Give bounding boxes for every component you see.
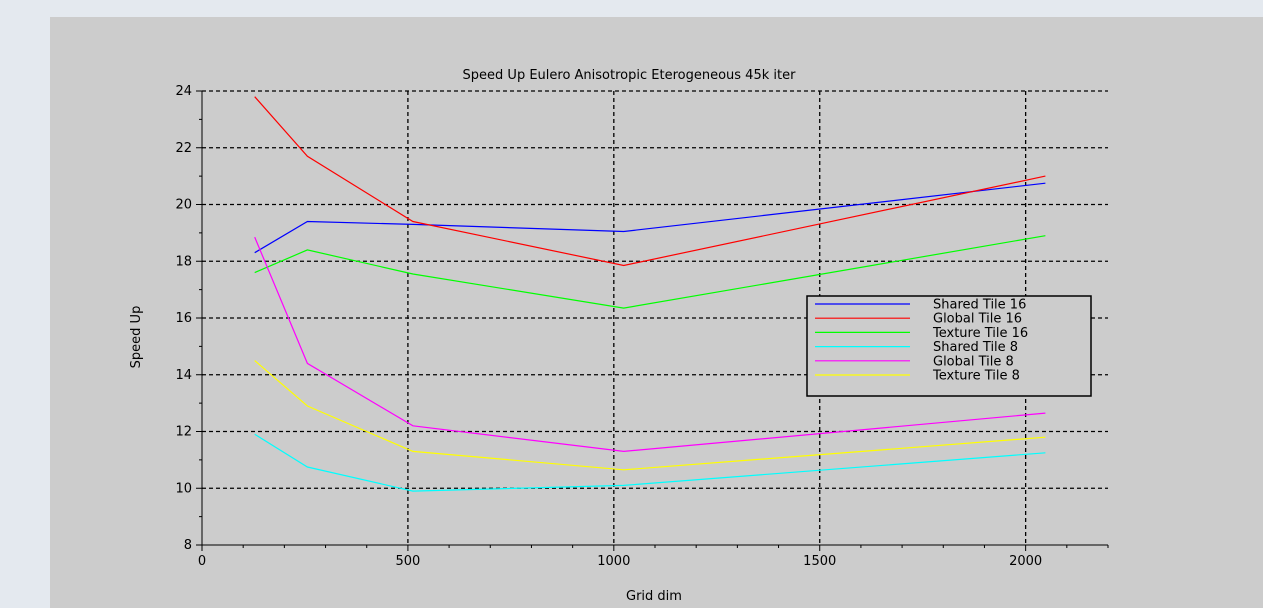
x-tick-label: 2000 <box>1009 554 1042 569</box>
legend-entry-label: Global Tile 8 <box>933 354 1014 369</box>
y-axis-label: Speed Up <box>129 306 144 369</box>
series-line-global-tile-8 <box>254 236 1046 453</box>
y-tick-label: 8 <box>184 538 192 553</box>
legend-entry-label: Global Tile 16 <box>933 312 1022 327</box>
y-tick-label: 24 <box>175 84 192 99</box>
series-line-shared-tile-16 <box>254 182 1046 254</box>
y-tick-label: 14 <box>175 368 192 383</box>
line-chart: Speed Up Eulero Anisotropic Eterogeneous… <box>129 68 1109 604</box>
tick-labels: 8 10 12 14 16 18 20 22 24 0 500 1000 1500 2000 <box>175 84 1042 569</box>
x-tick-label: 1000 <box>597 554 630 569</box>
grid-lines <box>202 90 1108 545</box>
y-tick-label: 16 <box>175 311 192 326</box>
x-tick-label: 0 <box>198 554 206 569</box>
series-line-global-tile-16 <box>254 96 1046 267</box>
legend-entry-label: Texture Tile 16 <box>932 326 1028 341</box>
axes <box>196 90 1109 551</box>
x-axis-label: Grid dim <box>626 589 682 604</box>
y-tick-label: 10 <box>175 481 192 496</box>
y-tick-label: 12 <box>175 425 192 440</box>
series-line-texture-tile-16 <box>254 235 1046 309</box>
chart-figure: Speed Up Eulero Anisotropic Eterogeneous… <box>50 17 1263 608</box>
series-line-texture-tile-8 <box>254 360 1046 471</box>
y-tick-label: 22 <box>175 141 192 156</box>
legend-entry-label: Shared Tile 8 <box>933 340 1018 355</box>
x-tick-label: 500 <box>395 554 420 569</box>
series-line-shared-tile-8 <box>254 433 1046 492</box>
series-lines <box>254 96 1046 492</box>
y-tick-label: 18 <box>175 254 192 269</box>
y-tick-label: 20 <box>175 198 192 213</box>
chart-title: Speed Up Eulero Anisotropic Eterogeneous… <box>463 68 797 83</box>
legend-entry-label: Texture Tile 8 <box>932 369 1020 384</box>
legend-entry-label: Shared Tile 16 <box>933 298 1026 313</box>
x-tick-label: 1500 <box>803 554 836 569</box>
